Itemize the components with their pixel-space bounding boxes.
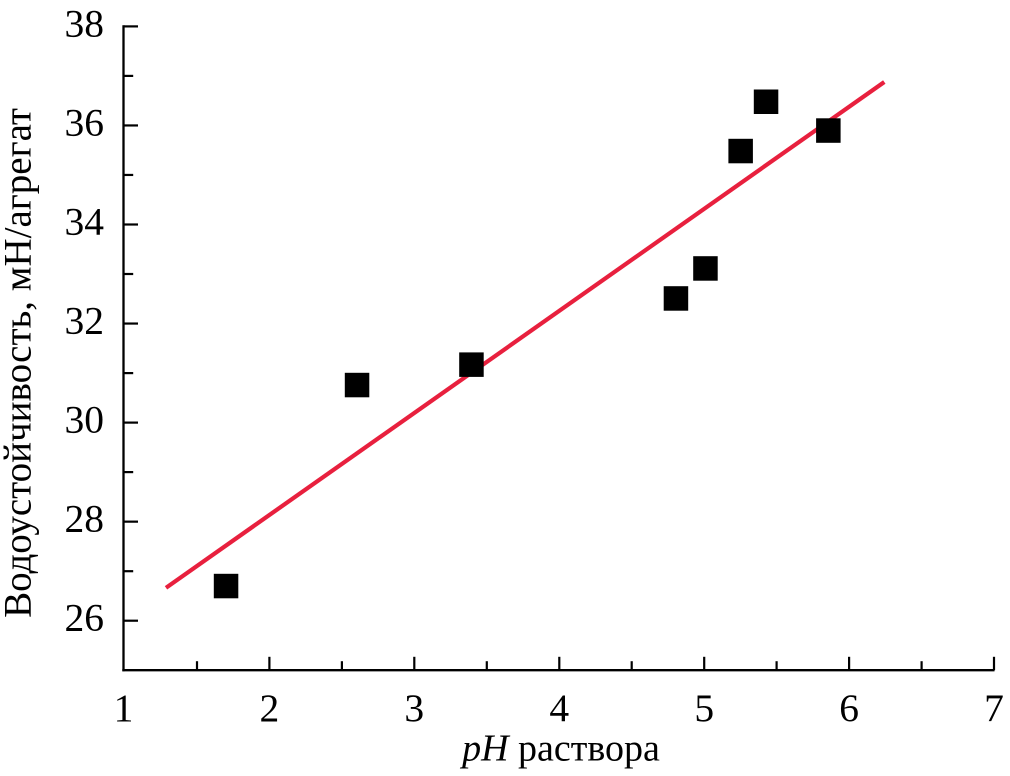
svg-text:6: 6 (839, 686, 859, 730)
svg-text:34: 34 (65, 200, 105, 244)
svg-text:5: 5 (694, 686, 714, 730)
svg-text:4: 4 (549, 686, 569, 730)
svg-text:7: 7 (984, 686, 1004, 730)
svg-text:28: 28 (65, 497, 105, 541)
svg-text:32: 32 (65, 299, 105, 343)
svg-text:1: 1 (114, 686, 134, 730)
svg-text:2: 2 (260, 686, 280, 730)
svg-text:30: 30 (65, 398, 105, 442)
svg-text:3: 3 (404, 686, 424, 730)
svg-text:26: 26 (65, 596, 105, 640)
svg-text:Водоустойчивость, мН/агрегат: Водоустойчивость, мН/агрегат (0, 108, 40, 618)
svg-text:36: 36 (65, 101, 105, 145)
svg-text:38: 38 (65, 1, 105, 45)
svg-text:pH раствора: pH раствора (459, 728, 660, 770)
